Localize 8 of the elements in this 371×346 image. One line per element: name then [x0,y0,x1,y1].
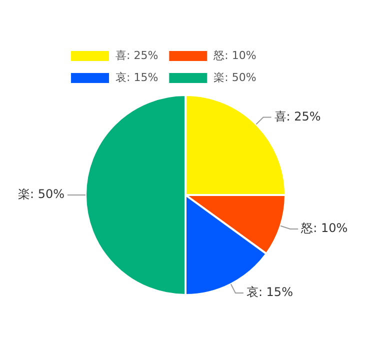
legend-label: 楽: 50% [214,70,256,84]
legend-label: 喜: 25% [116,48,158,62]
legend-label: 哀: 15% [116,70,158,84]
legend-label: 怒: 10% [212,48,256,62]
slice-label: 哀: 15% [246,285,293,300]
slice-label: 楽: 50% [18,187,64,202]
slice-label: 怒: 10% [300,221,348,236]
slice-label: 喜: 25% [274,109,321,124]
